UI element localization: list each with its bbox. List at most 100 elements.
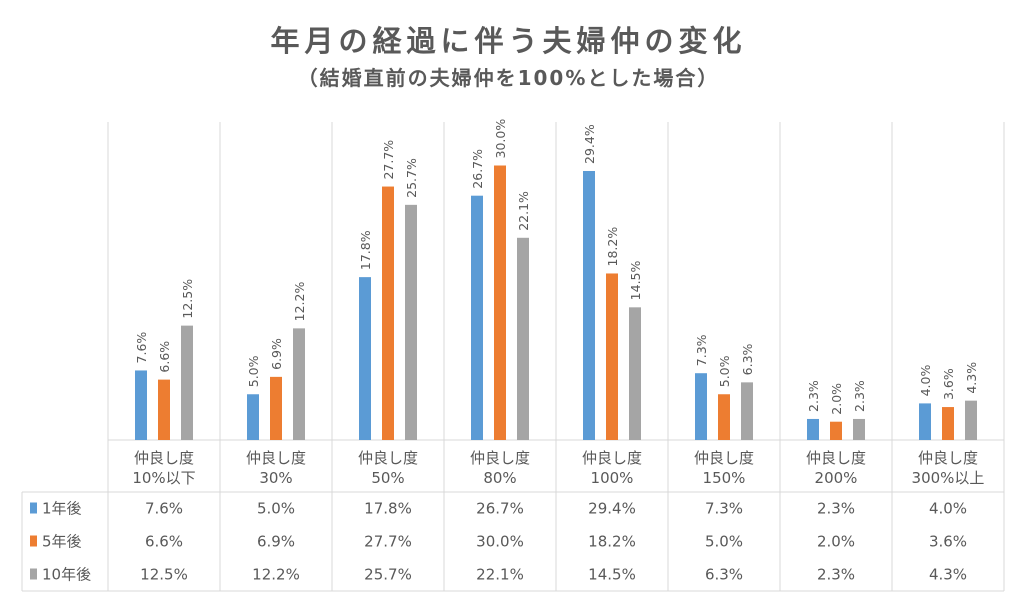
category-label-line: 仲良し度 xyxy=(582,449,642,467)
category-label-line: 150% xyxy=(703,469,746,487)
category-label: 仲良し度 300%以上 xyxy=(912,449,985,487)
data-label: 6.6% xyxy=(157,341,172,373)
chart-title: 年月の経過に伴う夫婦仲の変化 xyxy=(270,24,747,58)
bar xyxy=(471,195,483,440)
table-cell: 14.5% xyxy=(588,566,636,584)
table-cell: 7.6% xyxy=(145,500,183,518)
bar xyxy=(919,403,931,440)
table-cell: 6.6% xyxy=(145,533,183,551)
data-label: 2.3% xyxy=(852,380,867,412)
bar xyxy=(830,421,842,440)
data-label: 29.4% xyxy=(582,124,597,164)
bar xyxy=(247,394,259,440)
bar xyxy=(807,418,819,440)
data-label: 26.7% xyxy=(470,149,485,189)
data-label: 7.6% xyxy=(134,332,149,364)
data-label: 4.0% xyxy=(918,365,933,397)
bar xyxy=(359,277,371,440)
category-label-line: 200% xyxy=(815,469,858,487)
table-cell: 4.0% xyxy=(929,500,967,518)
bar xyxy=(517,237,529,440)
category-label: 仲良し度 30% xyxy=(246,449,306,487)
data-label: 6.9% xyxy=(269,338,284,370)
data-label: 14.5% xyxy=(628,260,643,300)
data-label: 2.3% xyxy=(806,380,821,412)
legend-label: 1年後 xyxy=(42,500,82,518)
bar xyxy=(629,307,641,440)
bar xyxy=(135,370,147,440)
category-label-line: 仲良し度 xyxy=(246,449,306,467)
category-label-line: 30% xyxy=(259,469,292,487)
bar xyxy=(718,394,730,440)
category-label-line: 仲良し度 xyxy=(358,449,418,467)
legend-key xyxy=(30,568,37,580)
category-label-line: 仲良し度 xyxy=(470,449,530,467)
bar xyxy=(965,400,977,440)
category-label-line: 仲良し度 xyxy=(694,449,754,467)
table-cell: 17.8% xyxy=(364,500,412,518)
table-cell: 6.3% xyxy=(705,566,743,584)
category-label: 仲良し度 200% xyxy=(806,449,866,487)
data-label: 7.3% xyxy=(694,334,709,366)
data-label: 25.7% xyxy=(404,158,419,198)
data-label: 2.0% xyxy=(829,383,844,415)
bar xyxy=(494,165,506,440)
bar xyxy=(606,273,618,440)
bar xyxy=(741,382,753,440)
legend-label: 5年後 xyxy=(42,533,82,551)
bar xyxy=(942,407,954,440)
data-label: 27.7% xyxy=(381,140,396,180)
category-label: 仲良し度 100% xyxy=(582,449,642,487)
data-table: 1年後 7.6% 5.0% 17.8% 26.7% 29.4% 7.3% 2.3% 4.0% 5年… xyxy=(30,500,967,584)
category-label-line: 300%以上 xyxy=(912,469,985,487)
bar xyxy=(158,379,170,440)
data-label: 6.3% xyxy=(740,343,755,375)
table-cell: 5.0% xyxy=(705,533,743,551)
data-label: 17.8% xyxy=(358,230,373,270)
bar xyxy=(583,170,595,441)
category-label: 仲良し度 150% xyxy=(694,449,754,487)
category-label-line: 仲良し度 xyxy=(134,449,194,467)
data-label: 22.1% xyxy=(516,191,531,231)
bar xyxy=(293,328,305,440)
data-label: 12.2% xyxy=(292,282,307,322)
table-cell: 3.6% xyxy=(929,533,967,551)
table-cell: 26.7% xyxy=(476,500,524,518)
category-label-line: 10%以下 xyxy=(132,469,195,487)
data-label: 18.2% xyxy=(605,227,620,267)
legend-key xyxy=(30,535,37,547)
table-cell: 12.2% xyxy=(252,566,300,584)
table-cell: 22.1% xyxy=(476,566,524,584)
table-cell: 2.3% xyxy=(817,566,855,584)
table-cell: 30.0% xyxy=(476,533,524,551)
category-label: 仲良し度 80% xyxy=(470,449,530,487)
table-cell: 6.9% xyxy=(257,533,295,551)
chart-bars: 7.6% 6.6% 12.5% 5.0% 6.9% 12.2% 17.8% 27.7% 25.7… xyxy=(134,119,979,441)
table-cell: 29.4% xyxy=(588,500,636,518)
table-cell: 18.2% xyxy=(588,533,636,551)
category-label-line: 100% xyxy=(591,469,634,487)
category-label-line: 仲良し度 xyxy=(806,449,866,467)
data-label: 12.5% xyxy=(180,279,195,319)
category-label: 仲良し度 50% xyxy=(358,449,418,487)
table-cell: 2.0% xyxy=(817,533,855,551)
table-cell: 12.5% xyxy=(140,566,188,584)
bar xyxy=(270,376,282,440)
table-cell: 25.7% xyxy=(364,566,412,584)
table-cell: 5.0% xyxy=(257,500,295,518)
category-label-line: 50% xyxy=(371,469,404,487)
data-label: 5.0% xyxy=(717,355,732,387)
chart-subtitle: （結婚直前の夫婦仲を100%とした場合） xyxy=(297,66,720,90)
data-label: 3.6% xyxy=(941,368,956,400)
table-cell: 4.3% xyxy=(929,566,967,584)
table-cell: 2.3% xyxy=(817,500,855,518)
category-label: 仲良し度 10%以下 xyxy=(132,449,195,487)
bar xyxy=(181,325,193,440)
legend-label: 10年後 xyxy=(42,566,91,584)
data-label: 4.3% xyxy=(964,362,979,394)
table-cell: 27.7% xyxy=(364,533,412,551)
table-cell: 7.3% xyxy=(705,500,743,518)
bar xyxy=(853,418,865,440)
